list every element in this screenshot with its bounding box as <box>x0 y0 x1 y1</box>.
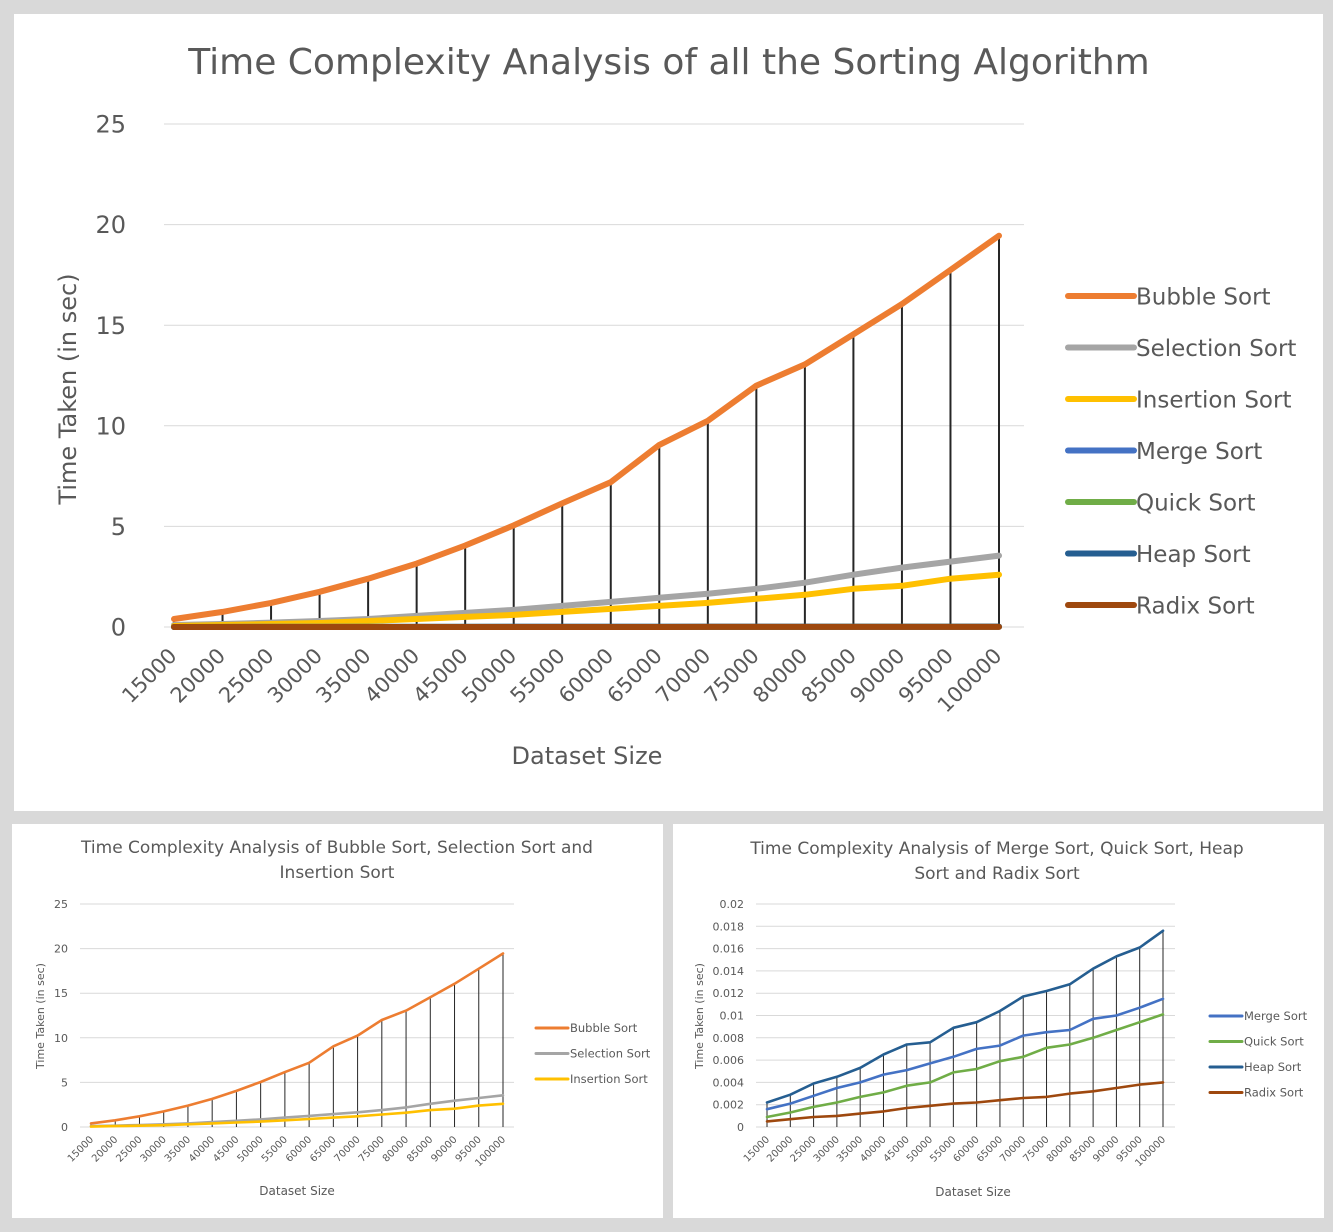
x-tick-label: 50000 <box>235 1134 265 1164</box>
y-tick-label: 0.012 <box>713 987 745 1000</box>
chart-title: Time Complexity Analysis of Bubble Sort,… <box>80 838 593 883</box>
y-tick-label: 0.014 <box>713 965 745 978</box>
y-tick-label: 0.006 <box>713 1054 745 1067</box>
legend-label: Insertion Sort <box>1136 387 1291 413</box>
series-line <box>765 1013 1165 1119</box>
y-tick-label: 25 <box>95 111 126 139</box>
y-axis-title: Time Taken (in sec) <box>34 963 47 1070</box>
series-line <box>171 571 1002 629</box>
legend-label: Selection Sort <box>570 1047 651 1061</box>
x-axis-title: Dataset Size <box>512 742 663 770</box>
legend-label: Merge Sort <box>1244 1009 1308 1023</box>
y-tick-label: 0 <box>61 1121 68 1134</box>
y-tick-label: 0.004 <box>713 1076 745 1089</box>
legend-label: Merge Sort <box>1136 439 1262 465</box>
x-tick-label: 90000 <box>429 1134 459 1164</box>
x-tick-label: 65000 <box>308 1134 338 1164</box>
x-tick-label: 20000 <box>90 1134 120 1164</box>
y-tick-label: 15 <box>95 312 126 340</box>
series-line <box>765 997 1165 1111</box>
x-axis-title: Dataset Size <box>935 1185 1010 1199</box>
chart-title-line: Sort and Radix Sort <box>914 864 1080 884</box>
legend-label: Insertion Sort <box>570 1072 648 1086</box>
y-tick-label: 0.016 <box>713 943 745 956</box>
series-line <box>171 232 1002 622</box>
fast-sorts-chart-svg: Time Complexity Analysis of Merge Sort, … <box>693 839 1308 1199</box>
x-tick-label: 70000 <box>332 1134 362 1164</box>
legend-label: Radix Sort <box>1244 1086 1304 1100</box>
slow-sorts-chart-svg: Time Complexity Analysis of Bubble Sort,… <box>34 838 651 1198</box>
chart-title-line: Time Complexity Analysis of Bubble Sort,… <box>80 838 593 858</box>
y-tick-label: 15 <box>54 987 68 1000</box>
x-tick-label: 80000 <box>381 1134 411 1164</box>
y-tick-label: 0 <box>737 1121 744 1134</box>
x-tick-label: 85000 <box>405 1134 435 1164</box>
legend-label: Radix Sort <box>1136 593 1255 619</box>
fast-sorts-chart-panel: Time Complexity Analysis of Merge Sort, … <box>673 824 1324 1218</box>
x-tick-label: 40000 <box>187 1134 217 1164</box>
series-line <box>89 1102 505 1128</box>
slow-sorts-chart-panel: Time Complexity Analysis of Bubble Sort,… <box>12 824 663 1218</box>
y-tick-label: 0 <box>111 614 126 642</box>
y-tick-label: 0.008 <box>713 1032 745 1045</box>
legend-label: Bubble Sort <box>570 1021 638 1035</box>
x-axis-title: Dataset Size <box>259 1184 334 1198</box>
chart-title: Time Complexity Analysis of all the Sort… <box>187 42 1149 83</box>
y-tick-label: 0.01 <box>720 1009 745 1022</box>
legend-label: Quick Sort <box>1244 1035 1304 1049</box>
y-axis-title: Time Taken (in sec) <box>54 273 82 505</box>
y-tick-label: 0.02 <box>720 898 745 911</box>
y-tick-label: 0.002 <box>713 1099 745 1112</box>
series-line <box>89 952 505 1125</box>
y-tick-label: 10 <box>95 412 126 440</box>
legend-label: Heap Sort <box>1136 542 1251 568</box>
y-tick-label: 25 <box>54 898 68 911</box>
chart-title-line: Insertion Sort <box>280 863 395 883</box>
x-tick-label: 35000 <box>163 1134 193 1164</box>
y-tick-label: 5 <box>61 1076 68 1089</box>
main-chart-svg: Time Complexity Analysis of all the Sort… <box>54 42 1296 770</box>
y-axis-title: Time Taken (in sec) <box>693 963 706 1070</box>
chart-title: Time Complexity Analysis of Merge Sort, … <box>749 839 1243 884</box>
y-tick-label: 20 <box>95 211 126 239</box>
series-line <box>765 1081 1165 1123</box>
y-tick-label: 5 <box>111 513 126 541</box>
x-tick-label: 45000 <box>211 1134 241 1164</box>
chart-title-line: Time Complexity Analysis of all the Sort… <box>187 42 1149 83</box>
y-tick-label: 0.018 <box>713 920 745 933</box>
x-tick-label: 15000 <box>66 1134 96 1164</box>
y-tick-label: 20 <box>54 943 68 956</box>
legend-label: Quick Sort <box>1136 490 1256 516</box>
x-tick-label: 55000 <box>260 1134 290 1164</box>
y-tick-label: 10 <box>54 1032 68 1045</box>
x-tick-label: 30000 <box>139 1134 169 1164</box>
legend-label: Heap Sort <box>1244 1060 1302 1074</box>
series-line <box>765 929 1165 1104</box>
legend-label: Selection Sort <box>1136 336 1296 362</box>
legend-label: Bubble Sort <box>1136 284 1271 310</box>
x-tick-label: 60000 <box>284 1134 314 1164</box>
chart-title-line: Time Complexity Analysis of Merge Sort, … <box>749 839 1243 859</box>
x-tick-label: 25000 <box>114 1134 144 1164</box>
main-chart-panel: Time Complexity Analysis of all the Sort… <box>14 14 1323 811</box>
x-tick-label: 75000 <box>357 1134 387 1164</box>
